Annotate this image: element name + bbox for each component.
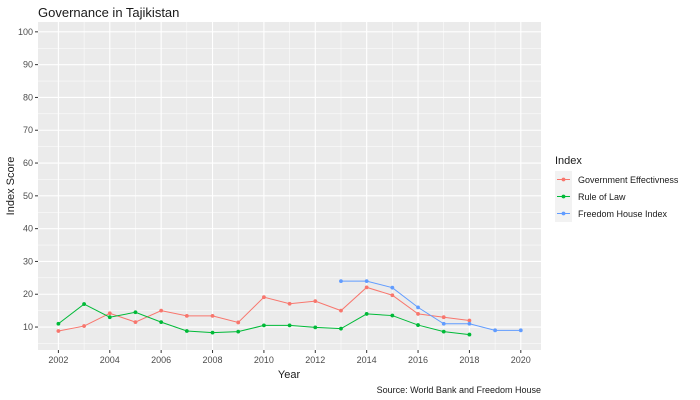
legend-key-point xyxy=(561,194,566,199)
legend-item: Freedom House Index xyxy=(555,205,668,222)
series-1 xyxy=(56,302,472,337)
data-point xyxy=(390,313,395,318)
data-point xyxy=(236,320,241,325)
x-tick-label: 2020 xyxy=(511,355,531,365)
x-tick-label: 2018 xyxy=(459,355,479,365)
data-point xyxy=(467,321,472,326)
y-tick-label: 40 xyxy=(23,224,33,234)
data-point xyxy=(56,321,61,326)
minor-gridlines xyxy=(38,22,541,350)
y-tick-label: 70 xyxy=(23,125,33,135)
data-point xyxy=(416,323,420,327)
data-point xyxy=(159,320,164,325)
data-point xyxy=(493,328,498,333)
data-point xyxy=(159,308,164,313)
x-axis-ticks: 2002 2004 2006 2008 2010 2012 2014 2016 2018 2020 xyxy=(48,350,531,365)
legend-title: Index xyxy=(555,155,582,167)
x-tick-label: 2004 xyxy=(100,355,120,365)
y-tick-label: 10 xyxy=(23,322,33,332)
data-point xyxy=(467,318,472,323)
data-point xyxy=(184,329,189,333)
major-gridlines xyxy=(38,22,541,350)
data-point xyxy=(107,311,112,316)
data-point xyxy=(107,315,112,320)
x-tick-label: 2002 xyxy=(48,355,68,365)
series-line xyxy=(340,280,521,331)
y-tick-label: 30 xyxy=(23,256,33,266)
data-point xyxy=(133,310,138,315)
x-axis-label: Year xyxy=(278,369,301,381)
data-point xyxy=(467,332,472,337)
data-point xyxy=(210,313,215,318)
series-0 xyxy=(56,285,472,333)
legend-key-point xyxy=(561,211,566,216)
data-point xyxy=(441,315,446,320)
data-point xyxy=(441,321,446,326)
data-point xyxy=(262,323,266,328)
data-point xyxy=(287,323,292,328)
y-axis-label: Index Score xyxy=(5,157,17,216)
x-tick-label: 2014 xyxy=(357,355,377,365)
data-point xyxy=(518,328,523,333)
y-tick-label: 80 xyxy=(23,92,33,102)
legend-label: Freedom House Index xyxy=(578,209,668,219)
data-point xyxy=(441,329,446,334)
y-tick-label: 20 xyxy=(23,289,33,299)
x-tick-label: 2016 xyxy=(408,355,428,365)
data-point xyxy=(210,330,215,335)
chart-caption: Source: World Bank and Freedom House xyxy=(377,385,541,395)
data-point xyxy=(339,308,343,313)
legend: Index Government Effectivness Rule of Law… xyxy=(555,155,679,222)
data-point xyxy=(82,324,86,328)
legend-item: Government Effectivness xyxy=(555,171,679,188)
chart-title: Governance in Tajikistan xyxy=(38,5,179,20)
data-point xyxy=(236,329,241,334)
y-tick-label: 90 xyxy=(23,60,33,70)
data-point xyxy=(262,295,266,300)
data-point xyxy=(56,329,61,333)
y-tick-label: 60 xyxy=(23,158,33,168)
data-point xyxy=(313,325,318,330)
y-tick-label: 50 xyxy=(23,191,33,201)
x-tick-label: 2010 xyxy=(254,355,274,365)
data-point xyxy=(133,320,138,325)
legend-key-point xyxy=(561,177,566,182)
data-point xyxy=(287,301,292,306)
data-point xyxy=(390,285,395,290)
legend-label: Government Effectivness xyxy=(578,175,679,185)
x-tick-label: 2006 xyxy=(151,355,171,365)
data-point xyxy=(82,302,86,306)
data-point xyxy=(339,326,343,331)
data-point xyxy=(390,293,395,298)
data-point xyxy=(313,299,318,304)
data-point xyxy=(184,313,189,318)
legend-label: Rule of Law xyxy=(578,192,626,202)
data-point xyxy=(416,312,420,316)
data-point xyxy=(364,312,369,316)
data-point xyxy=(339,279,343,284)
data-point xyxy=(416,305,420,310)
data-point xyxy=(364,279,369,284)
x-tick-label: 2008 xyxy=(203,355,223,365)
x-tick-label: 2012 xyxy=(305,355,325,365)
y-axis-ticks: 10 20 30 40 50 60 70 80 90 100 xyxy=(18,27,38,332)
data-point xyxy=(364,285,369,290)
legend-item: Rule of Law xyxy=(555,188,626,205)
series-2 xyxy=(339,279,523,333)
series-layer xyxy=(56,279,523,337)
y-tick-label: 100 xyxy=(18,27,33,37)
